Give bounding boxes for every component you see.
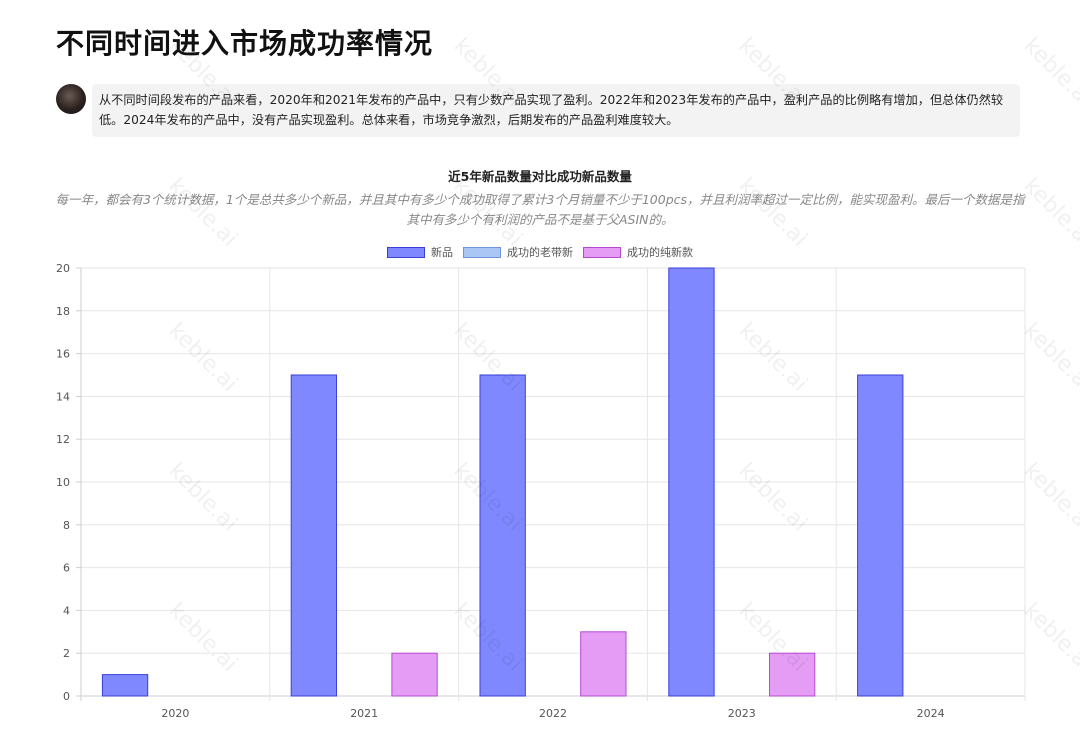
legend-swatch-pure-new <box>583 246 621 258</box>
y-tick-label: 0 <box>63 690 70 703</box>
x-tick-label: 2023 <box>728 707 756 720</box>
legend-label-old-new: 成功的老带新 <box>507 246 573 259</box>
y-tick-label: 10 <box>56 476 70 489</box>
legend-swatch-new <box>387 246 425 258</box>
legend-label-pure-new: 成功的纯新款 <box>627 246 693 259</box>
y-tick-label: 6 <box>63 562 70 575</box>
bar-成功的纯新款-2021 <box>391 652 438 697</box>
legend-item-old-new[interactable]: 成功的老带新 <box>463 244 573 260</box>
y-tick-label: 8 <box>63 519 70 532</box>
bar-新品-2024 <box>857 374 904 697</box>
chart-subtitle: 每一年，都会有3个统计数据，1个是总共多少个新品，并且其中有多少个成功取得了累计… <box>55 192 1025 227</box>
legend-swatch-old-new <box>463 246 501 258</box>
legend-item-new[interactable]: 新品 <box>387 244 453 260</box>
x-tick-label: 2021 <box>350 707 378 720</box>
x-tick-label: 2020 <box>161 707 189 720</box>
bar-新品-2022 <box>479 374 526 697</box>
y-tick-label: 14 <box>56 390 70 403</box>
bar-成功的纯新款-2022 <box>580 631 627 697</box>
x-tick-label: 2024 <box>917 707 945 720</box>
bar-新品-2023 <box>668 267 715 697</box>
y-tick-label: 12 <box>56 433 70 446</box>
y-tick-label: 18 <box>56 305 70 318</box>
legend-item-pure-new[interactable]: 成功的纯新款 <box>583 244 693 260</box>
y-tick-label: 16 <box>56 348 70 361</box>
x-tick-label: 2022 <box>539 707 567 720</box>
y-tick-label: 4 <box>63 604 70 617</box>
page-title: 不同时间进入市场成功率情况 <box>56 27 434 60</box>
legend-label-new: 新品 <box>431 246 453 259</box>
y-tick-label: 20 <box>56 262 70 275</box>
bar-新品-2021 <box>290 374 338 697</box>
y-tick-label: 2 <box>63 647 70 660</box>
summary-text: 从不同时间段发布的产品来看，2020年和2021年发布的产品中，只有少数产品实现… <box>92 84 1020 137</box>
avatar <box>56 84 86 114</box>
bar-成功的纯新款-2023 <box>768 652 816 697</box>
bar-新品-2020 <box>101 674 149 697</box>
chart-legend: 新品 成功的老带新 成功的纯新款 <box>0 244 1080 260</box>
chart-title: 近5年新品数量对比成功新品数量 <box>448 169 632 184</box>
